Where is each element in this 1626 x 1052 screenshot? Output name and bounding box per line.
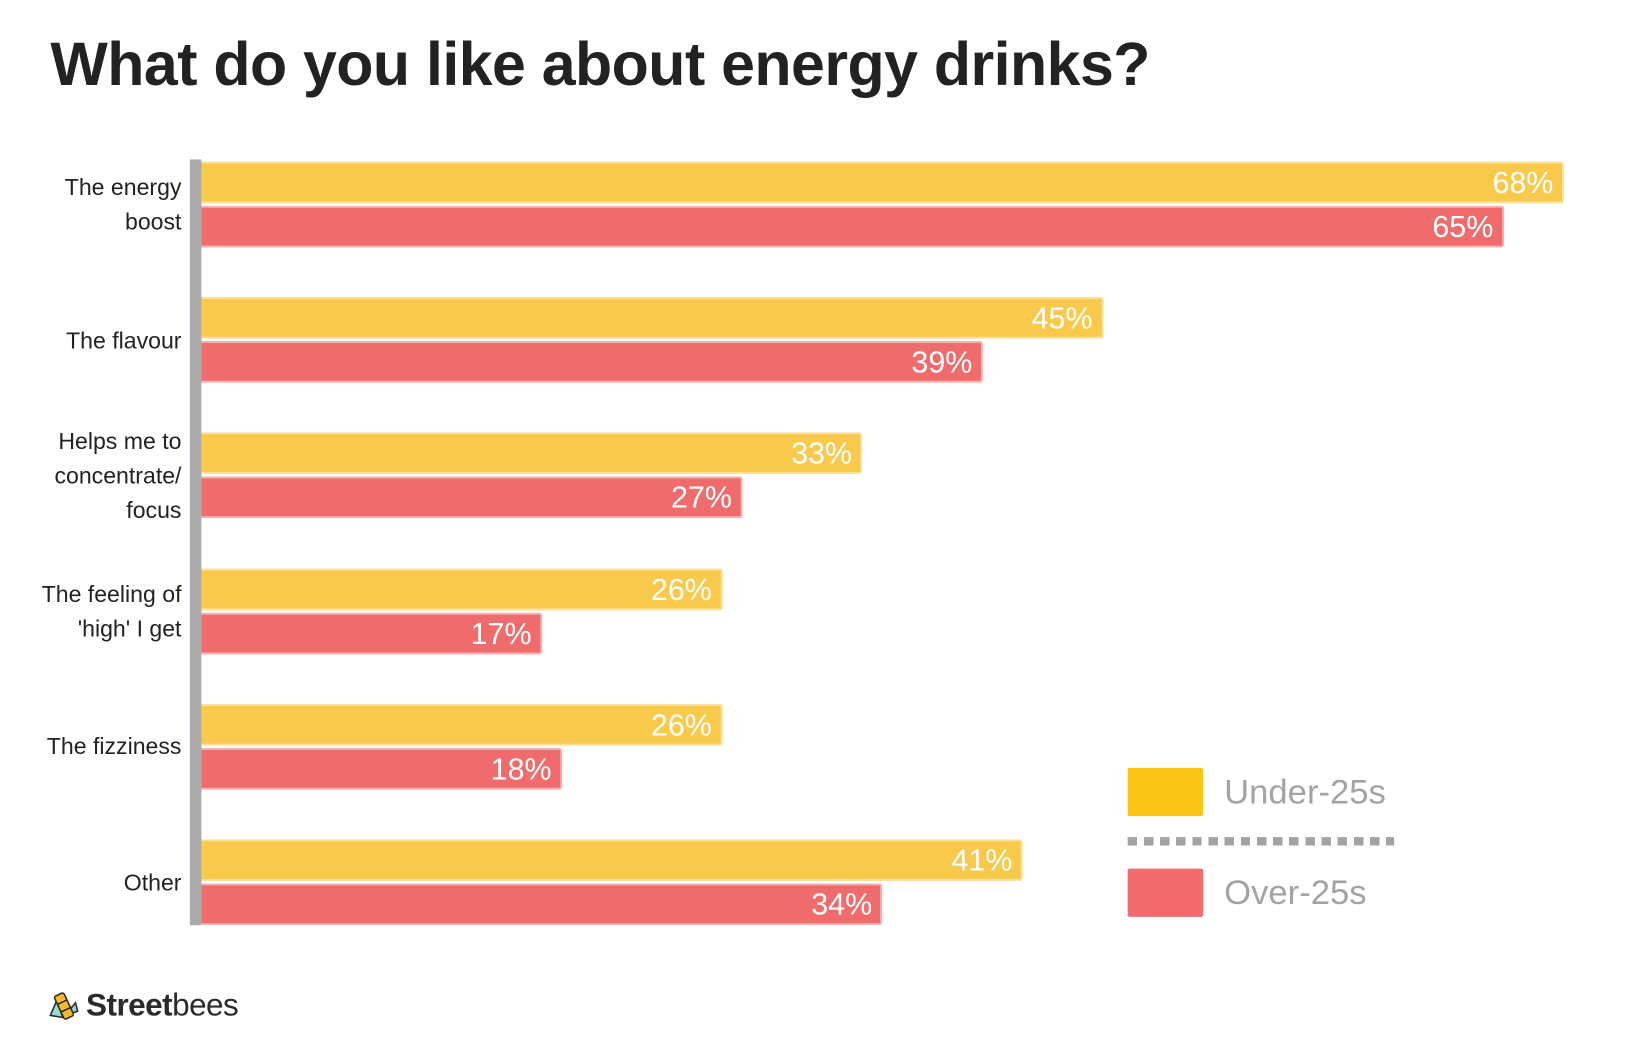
bar-over-25s: 34% xyxy=(201,883,883,926)
data-label: 18% xyxy=(490,752,552,787)
category-label-line: concentrate/ xyxy=(54,462,182,489)
data-label: 27% xyxy=(670,481,732,516)
category-label: The flavour xyxy=(0,323,181,358)
legend-label-under-25s: Under-25s xyxy=(1224,772,1386,811)
data-label: 68% xyxy=(1492,166,1554,201)
category-label-line: The feeling of xyxy=(41,580,182,607)
category-label: The energy boost xyxy=(0,170,182,239)
bar-under-25s: 33% xyxy=(201,432,863,475)
data-label: 41% xyxy=(951,844,1013,879)
category-label-line: focus xyxy=(126,497,182,524)
bar-under-25s: 45% xyxy=(201,297,1104,340)
bar-over-25s: 27% xyxy=(201,476,743,519)
bar-under-25s: 26% xyxy=(201,703,723,746)
category-label-line: The energy xyxy=(64,174,182,201)
y-axis-line xyxy=(189,159,202,926)
category-label: Helps me to concentrate/focus xyxy=(0,424,181,528)
bar-over-25s: 18% xyxy=(201,747,563,790)
category-label-line: 'high' I get xyxy=(77,615,182,642)
bar-over-25s: 39% xyxy=(201,341,983,384)
data-label: 39% xyxy=(911,346,973,380)
bar-over-25s: 17% xyxy=(201,612,543,655)
streetbees-logo: Streetbees xyxy=(46,988,239,1024)
logo-text-bold: Street xyxy=(86,988,173,1023)
category-label: Other xyxy=(0,865,182,900)
legend-divider xyxy=(1127,837,1395,846)
category-label-line: Helps me to xyxy=(58,427,182,455)
data-label: 26% xyxy=(650,708,712,743)
category-label-line: Other xyxy=(123,869,182,896)
data-label: 45% xyxy=(1031,302,1093,336)
category-label-line: The flavour xyxy=(66,326,182,354)
bar-under-25s: 68% xyxy=(201,161,1564,204)
data-label: 34% xyxy=(811,888,873,923)
bee-icon xyxy=(49,992,79,1020)
legend-label-over-25s: Over-25s xyxy=(1224,872,1367,912)
data-label: 33% xyxy=(791,437,853,472)
logo-text-light: bees xyxy=(172,988,239,1023)
bar-under-25s: 41% xyxy=(201,839,1023,882)
legend-swatch-over-25s xyxy=(1127,868,1204,917)
legend-swatch-under-25s xyxy=(1127,767,1204,817)
category-label: The fizziness xyxy=(0,729,182,764)
data-label: 17% xyxy=(470,617,532,652)
bar-under-25s: 26% xyxy=(201,568,723,611)
category-label: The feeling of 'high' I get xyxy=(0,577,182,646)
chart-title: What do you like about energy drinks? xyxy=(50,30,1150,99)
category-label-line: boost xyxy=(125,208,182,235)
bar-over-25s: 65% xyxy=(201,205,1504,248)
data-label: 65% xyxy=(1432,210,1494,245)
category-label-line: The fizziness xyxy=(46,733,182,760)
data-label: 26% xyxy=(650,573,712,607)
